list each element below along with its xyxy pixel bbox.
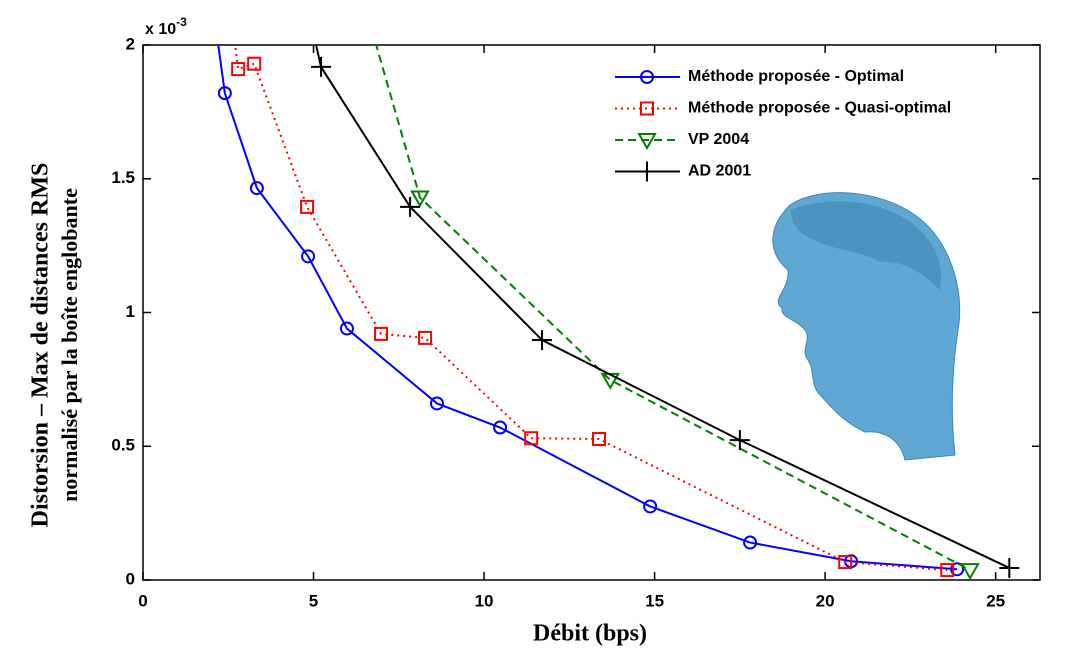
y-tick-label: 1.5 [111, 168, 135, 187]
x-tick-label: 15 [645, 591, 664, 610]
marker [209, 12, 221, 24]
page: {"chart_data": { "type": "line", "xlabel… [0, 0, 1066, 655]
x-tick-label: 20 [816, 591, 835, 610]
marker [602, 374, 618, 388]
legend-label: AD 2001 [688, 163, 751, 180]
y-axis-label: Distorsion – Max de distances RMS [28, 163, 54, 528]
y-multiplier: x 10-3 [145, 15, 187, 38]
chart: x 10-3 Débit (bps) Distorsion – Max de d… [0, 0, 1066, 655]
marker [232, 63, 244, 75]
y-multiplier-base: x 10 [145, 21, 176, 38]
x-tick-label: 0 [138, 591, 147, 610]
marker [300, 8, 320, 28]
y-axis-label: normalisé par la boîte englobante [57, 188, 82, 502]
head-illustration [773, 193, 960, 460]
marker [999, 558, 1019, 578]
marker [301, 201, 313, 213]
marker [419, 332, 431, 344]
marker [226, 12, 238, 24]
legend-marker [637, 162, 657, 182]
y-tick-label: 0.5 [111, 436, 135, 455]
marker [248, 58, 260, 70]
legend-label: VP 2004 [688, 131, 749, 148]
marker [730, 430, 750, 450]
y-tick-label: 2 [126, 34, 135, 53]
x-tick-label: 25 [986, 591, 1005, 610]
x-tick-label: 5 [309, 591, 318, 610]
y-multiplier-exponent: -3 [176, 15, 187, 29]
y-tick-label: 0 [126, 569, 135, 588]
y-tick-label: 1 [126, 302, 135, 321]
marker [311, 57, 331, 77]
marker [357, 0, 373, 13]
legend-label: Méthode proposée - Optimal [688, 68, 904, 85]
x-tick-label: 10 [475, 591, 494, 610]
x-axis-label: Débit (bps) [533, 621, 647, 647]
legend-label: Méthode proposée - Quasi-optimal [688, 100, 951, 117]
